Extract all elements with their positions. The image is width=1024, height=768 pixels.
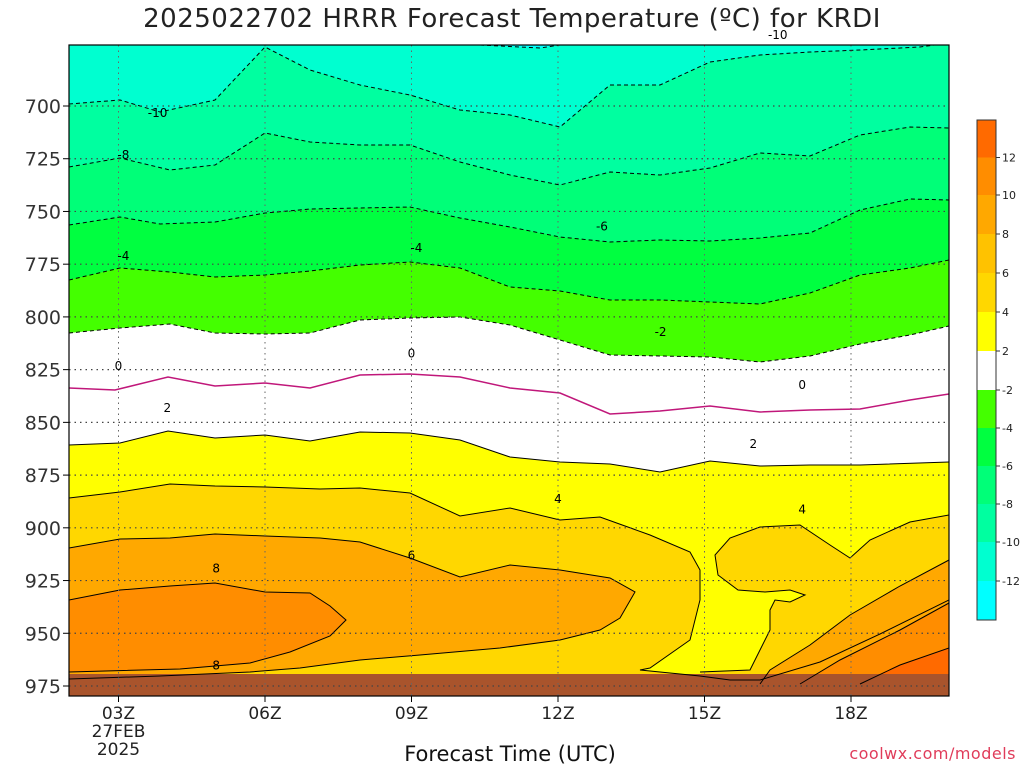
colorbar-tick-label: 10: [1002, 189, 1016, 202]
contour-label: 0: [798, 378, 806, 392]
colorbar: 12 10 8 6 4 2 -2 -4 -6 -8 -10 -12: [976, 119, 1020, 621]
colorbar-swatch-minus-8: [977, 504, 996, 542]
y-tick-label: 875: [25, 465, 61, 487]
contour-fill-layer: [69, 45, 949, 696]
colorbar-swatch-2: [977, 312, 996, 351]
contour-label: 2: [164, 401, 172, 415]
plot-frame: [68, 44, 950, 697]
contour-plus-8: [69, 582, 347, 673]
colorbar-tick-label: 8: [1002, 228, 1009, 241]
contour-label: -4: [410, 241, 422, 255]
contour-plus-2: [69, 430, 949, 473]
y-tick-label: 825: [25, 360, 61, 382]
band-plus-8: [69, 583, 949, 684]
contour-label: 6: [408, 549, 416, 563]
contour-minus-8: [69, 126, 949, 186]
colorbar-tick-label: 4: [1002, 306, 1009, 319]
x-axis-label: Forecast Time (UTC): [404, 742, 616, 766]
colorbar-swatch-4: [977, 273, 996, 312]
contour-label: 0: [115, 359, 123, 373]
colorbar-tick-label: -10: [1002, 536, 1020, 549]
colorbar-tick-label: 2: [1002, 345, 1009, 358]
credit-link[interactable]: coolwx.com/models: [849, 744, 1016, 763]
colorbar-swatch-6: [977, 234, 996, 273]
chart-title: 2025022702 HRRR Forecast Temperature (ºC…: [143, 4, 881, 34]
y-tick-label: 975: [25, 676, 61, 698]
contour-label: -8: [117, 148, 129, 162]
y-axis: 700 725 750 775 800 825 850 875 900 925 950 975: [25, 96, 69, 698]
x-tick-label: 09Z: [395, 704, 428, 724]
contour-plus-6: [69, 533, 636, 680]
grid-lines: [69, 45, 949, 696]
x-tick-label: 06Z: [248, 704, 281, 724]
colorbar-swatch-10: [977, 157, 996, 195]
contour-label: 8: [212, 658, 220, 672]
y-tick-label: 850: [25, 412, 61, 434]
contour-zero: [69, 373, 949, 415]
colorbar-swatch-minus-12: [977, 581, 996, 620]
y-tick-label: 800: [25, 307, 61, 329]
contour-label: 4: [554, 492, 562, 506]
contour-minus-12: [479, 45, 561, 49]
contour-label: -2: [655, 325, 667, 339]
colorbar-swatch-minus-4: [977, 428, 996, 466]
contour-label: -4: [117, 249, 129, 263]
x-date-label: 27FEB: [92, 722, 146, 742]
colorbar-frame: [976, 119, 997, 621]
colorbar-swatch-0: [977, 351, 996, 390]
y-tick-label: 900: [25, 518, 61, 540]
y-tick-label: 950: [25, 623, 61, 645]
y-tick-label: 925: [25, 571, 61, 593]
colorbar-swatch-minus-2: [977, 390, 996, 428]
colorbar-tick-label: 12: [1002, 152, 1016, 165]
colorbar-swatch-minus-10: [977, 542, 996, 581]
contour-plus-4-east: [699, 514, 949, 673]
colorbar-ticks: 12 10 8 6 4 2 -2 -4 -6 -8 -10 -12: [996, 152, 1020, 588]
contour-minus-2: [69, 316, 949, 363]
x-tick-label: 15Z: [688, 704, 721, 724]
colorbar-swatch-12: [977, 120, 996, 158]
contour-label: 4: [798, 502, 806, 516]
y-tick-label: 775: [25, 254, 61, 276]
contour-label: 0: [408, 346, 416, 360]
colorbar-swatch-minus-6: [977, 466, 996, 504]
x-tick-label: 18Z: [834, 704, 867, 724]
contour-label: -10: [768, 28, 788, 42]
contour-plus-6-east: [759, 559, 949, 685]
y-tick-label: 700: [25, 96, 61, 118]
contour-label: -6: [596, 220, 608, 234]
x-tick-label: 03Z: [102, 704, 135, 724]
contour-minus-6: [69, 198, 949, 243]
contour-label: -10: [148, 106, 168, 120]
contour-label: 8: [212, 561, 220, 575]
colorbar-tick-label: -4: [1002, 422, 1013, 435]
y-tick-label: 725: [25, 149, 61, 171]
y-tick-label: 750: [25, 201, 61, 223]
x-tick-label: 12Z: [541, 704, 574, 724]
contour-plus-10-east: [859, 647, 949, 685]
colorbar-tick-label: -6: [1002, 460, 1013, 473]
colorbar-tick-label: -12: [1002, 575, 1020, 588]
colorbar-tick-label: 6: [1002, 267, 1009, 280]
colorbar-tick-label: -2: [1002, 384, 1013, 397]
colorbar-tick-label: -8: [1002, 498, 1013, 511]
contour-minus-4: [69, 259, 949, 305]
contour-label: 2: [750, 437, 758, 451]
contour-plus-8-east: [799, 602, 949, 685]
contour-minus-10: [69, 45, 939, 128]
contour-labels: -10 -10 -8 -6 -4 -4 -2 0 0 0 2 2 4 4 6 8 8: [115, 28, 806, 673]
terrain-ground: [69, 674, 949, 696]
contour-plus-4: [69, 483, 949, 681]
colorbar-swatch-8: [977, 195, 996, 234]
x-date-label: 2025: [97, 740, 140, 760]
contour-lines: [69, 45, 949, 685]
